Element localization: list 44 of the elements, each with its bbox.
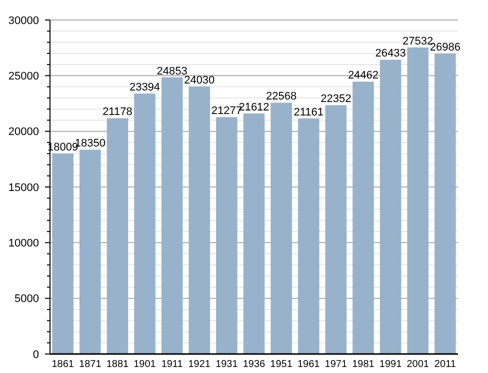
bar [79,150,101,354]
data-label: 26433 [375,48,406,60]
y-tick-label: 10000 [8,238,39,250]
data-label: 23394 [129,82,160,94]
bar [434,54,456,354]
data-label: 24462 [348,70,379,82]
data-label: 22352 [320,93,352,106]
x-tick-label: 1911 [161,359,184,370]
x-tick-label: 1901 [134,359,156,370]
bar [243,113,265,354]
bar [106,118,128,354]
x-tick-label: 1961 [297,359,320,370]
x-tick-label: 1951 [270,359,293,370]
y-tick-label: 5000 [14,293,39,306]
data-label: 22568 [266,90,297,103]
bar [407,47,429,354]
y-tick-label: 20000 [8,126,39,138]
bar [134,94,156,354]
bar [325,105,347,354]
y-tick-label: 0 [32,348,39,361]
bar [216,117,238,354]
x-tick-label: 1871 [79,359,102,370]
x-tick-label: 1991 [379,359,402,370]
data-label: 21161 [294,106,324,118]
x-tick-label: 1861 [52,359,74,370]
bar [52,154,74,354]
bar [270,102,292,354]
y-tick-label: 15000 [8,182,39,194]
y-tick-label: 25000 [8,70,39,83]
x-tick-label: 1881 [106,359,130,370]
data-label: 21178 [102,106,132,118]
bar [298,118,320,354]
bar [380,60,402,354]
x-tick-label: 1921 [188,359,211,370]
bar [161,77,183,354]
x-tick-label: 1931 [216,359,238,370]
x-tick-label: 2011 [434,359,456,370]
bar [188,86,210,354]
y-tick-label: 30000 [8,14,39,27]
bar [352,82,374,354]
x-tick-label: 2001 [406,359,430,370]
x-tick-label: 1936 [242,359,266,370]
x-tick-label: 1971 [324,359,348,370]
x-tick-label: 1981 [352,359,375,370]
